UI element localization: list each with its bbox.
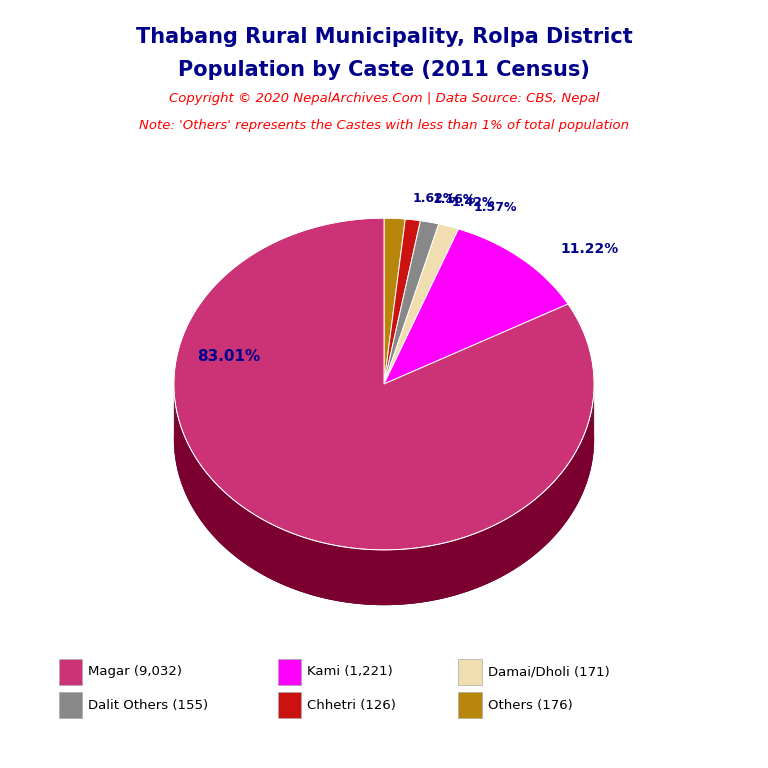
Text: 1.62%: 1.62% (412, 192, 456, 205)
Polygon shape (384, 223, 458, 384)
Polygon shape (384, 218, 406, 384)
Polygon shape (384, 229, 568, 384)
Ellipse shape (174, 273, 594, 605)
Polygon shape (174, 218, 594, 550)
Text: Chhetri (126): Chhetri (126) (307, 699, 396, 711)
Text: Kami (1,221): Kami (1,221) (307, 666, 393, 678)
Text: 83.01%: 83.01% (197, 349, 261, 364)
Text: Copyright © 2020 NepalArchives.Com | Data Source: CBS, Nepal: Copyright © 2020 NepalArchives.Com | Dat… (169, 92, 599, 105)
Text: 1.16%: 1.16% (433, 194, 476, 207)
Text: 1.57%: 1.57% (473, 200, 517, 214)
Text: Dalit Others (155): Dalit Others (155) (88, 699, 208, 711)
Text: Damai/Dholi (171): Damai/Dholi (171) (488, 666, 610, 678)
Text: 11.22%: 11.22% (561, 242, 619, 256)
Text: Others (176): Others (176) (488, 699, 572, 711)
Polygon shape (384, 220, 439, 384)
Polygon shape (174, 386, 594, 605)
Text: Magar (9,032): Magar (9,032) (88, 666, 182, 678)
Ellipse shape (174, 273, 594, 605)
Text: Population by Caste (2011 Census): Population by Caste (2011 Census) (178, 60, 590, 80)
Text: Thabang Rural Municipality, Rolpa District: Thabang Rural Municipality, Rolpa Distri… (136, 27, 632, 47)
Text: 1.42%: 1.42% (452, 196, 495, 209)
Text: Note: 'Others' represents the Castes with less than 1% of total population: Note: 'Others' represents the Castes wit… (139, 119, 629, 132)
Polygon shape (384, 219, 420, 384)
